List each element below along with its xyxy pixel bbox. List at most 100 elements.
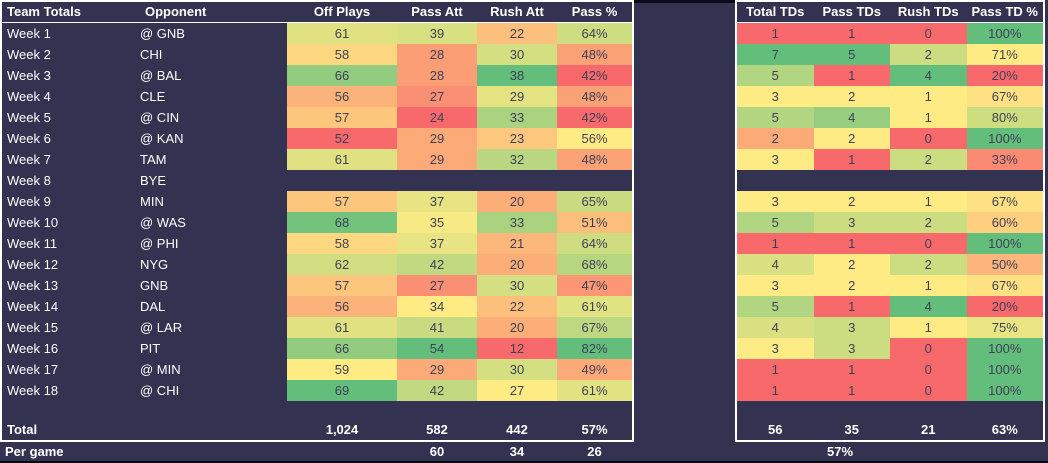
stat-cell[interactable]: 37 — [397, 233, 477, 254]
opponent-cell[interactable]: MIN — [140, 194, 164, 209]
stat-cell[interactable]: 48% — [557, 149, 632, 170]
stat-cell[interactable]: 3 — [813, 317, 890, 338]
column-header-pass-tds[interactable]: Pass TDs — [822, 4, 882, 19]
stat-cell[interactable]: 35 — [397, 212, 477, 233]
stat-cell[interactable]: 67% — [966, 86, 1043, 107]
stat-cell[interactable]: 64% — [557, 23, 632, 44]
stat-cell[interactable]: 21 — [477, 233, 557, 254]
stat-cell[interactable]: 48% — [557, 44, 632, 65]
stat-cell[interactable]: 3 — [737, 191, 814, 212]
stat-cell[interactable]: 69 — [287, 380, 397, 401]
stat-cell[interactable]: 1 — [890, 317, 967, 338]
opponent-cell[interactable]: @ PHI — [140, 236, 179, 251]
column-header-pass-att[interactable]: Pass Att — [411, 4, 463, 19]
stat-cell[interactable]: 68 — [287, 212, 397, 233]
stat-cell[interactable]: 20% — [966, 296, 1043, 317]
stat-cell[interactable]: 2 — [813, 86, 890, 107]
week-label-cell[interactable]: Week 6 — [7, 131, 51, 146]
stat-cell[interactable]: 1 — [813, 296, 890, 317]
stat-cell[interactable]: 50% — [966, 254, 1043, 275]
stat-cell[interactable]: 59 — [287, 359, 397, 380]
stat-cell[interactable]: 67% — [966, 275, 1043, 296]
week-label-cell[interactable]: Week 18 — [7, 383, 59, 398]
stat-cell[interactable]: 2 — [813, 254, 890, 275]
stat-cell[interactable] — [557, 170, 632, 191]
stat-cell[interactable]: 1 — [890, 107, 967, 128]
column-header-off-plays[interactable]: Off Plays — [313, 4, 371, 19]
stat-cell[interactable]: 24 — [397, 107, 477, 128]
per-game-value[interactable]: 60 — [429, 444, 445, 459]
opponent-cell[interactable]: TAM — [140, 152, 167, 167]
stat-cell[interactable]: 56% — [557, 128, 632, 149]
stat-cell[interactable]: 5 — [737, 296, 814, 317]
stat-cell[interactable]: 29 — [477, 86, 557, 107]
stat-cell[interactable]: 5 — [737, 212, 814, 233]
opponent-cell[interactable]: @ KAN — [140, 131, 184, 146]
stat-cell[interactable]: 3 — [737, 149, 814, 170]
opponent-cell[interactable]: CHI — [140, 47, 163, 62]
stat-cell[interactable]: 42% — [557, 107, 632, 128]
stat-cell[interactable]: 33 — [477, 107, 557, 128]
total-value[interactable]: 63% — [991, 422, 1018, 437]
stat-cell[interactable]: 57 — [287, 275, 397, 296]
stat-cell[interactable]: 1 — [813, 23, 890, 44]
opponent-cell[interactable]: @ GNB — [140, 26, 185, 41]
total-value[interactable]: 21 — [921, 422, 936, 437]
stat-cell[interactable]: 30 — [477, 44, 557, 65]
column-header-pass-td[interactable]: Pass TD % — [971, 4, 1038, 19]
stat-cell[interactable]: 80% — [966, 107, 1043, 128]
stat-cell[interactable]: 20 — [477, 317, 557, 338]
stat-cell[interactable]: 5 — [737, 107, 814, 128]
stat-cell[interactable]: 32 — [477, 149, 557, 170]
opponent-cell[interactable]: NYG — [140, 257, 169, 272]
opponent-cell[interactable]: @ CHI — [140, 383, 180, 398]
stat-cell[interactable]: 52 — [287, 128, 397, 149]
stat-cell[interactable]: 2 — [890, 254, 967, 275]
stat-cell[interactable]: 38 — [477, 65, 557, 86]
stat-cell[interactable]: 1 — [737, 380, 814, 401]
stat-cell[interactable]: 57 — [287, 191, 397, 212]
stat-cell[interactable]: 28 — [397, 44, 477, 65]
stat-cell[interactable]: 22 — [477, 23, 557, 44]
stat-cell[interactable]: 22 — [477, 296, 557, 317]
stat-cell[interactable]: 29 — [397, 149, 477, 170]
stat-cell[interactable]: 62 — [287, 254, 397, 275]
stat-cell[interactable]: 4 — [890, 296, 967, 317]
stat-cell[interactable]: 2 — [737, 128, 814, 149]
total-label[interactable]: Total — [7, 422, 38, 437]
stat-cell[interactable]: 82% — [557, 338, 632, 359]
per-game-value[interactable]: 57% — [826, 444, 854, 459]
week-label-cell[interactable]: Week 3 — [7, 68, 51, 83]
stat-cell[interactable] — [477, 170, 557, 191]
stat-cell[interactable]: 1 — [737, 359, 814, 380]
stat-cell[interactable]: 20 — [477, 191, 557, 212]
stat-cell[interactable]: 49% — [557, 359, 632, 380]
stat-cell[interactable]: 61% — [557, 296, 632, 317]
stat-cell[interactable] — [287, 170, 397, 191]
stat-cell[interactable]: 0 — [890, 128, 967, 149]
stat-cell[interactable]: 20% — [966, 65, 1043, 86]
total-value[interactable]: 56 — [768, 422, 783, 437]
stat-cell[interactable]: 1 — [737, 233, 814, 254]
stat-cell[interactable]: 1 — [813, 149, 890, 170]
stat-cell[interactable]: 60% — [966, 212, 1043, 233]
stat-cell[interactable]: 42 — [397, 254, 477, 275]
stat-cell[interactable]: 1 — [737, 23, 814, 44]
stat-cell[interactable]: 39 — [397, 23, 477, 44]
stat-cell[interactable]: 30 — [477, 275, 557, 296]
per-game-value[interactable]: 34 — [509, 444, 525, 459]
stat-cell[interactable]: 3 — [737, 275, 814, 296]
stat-cell[interactable]: 1 — [890, 275, 967, 296]
stat-cell[interactable]: 1 — [813, 359, 890, 380]
stat-cell[interactable]: 3 — [737, 86, 814, 107]
stat-cell[interactable]: 29 — [397, 359, 477, 380]
week-label-cell[interactable]: Week 17 — [7, 362, 59, 377]
stat-cell[interactable]: 100% — [966, 23, 1043, 44]
stat-cell[interactable]: 20 — [477, 254, 557, 275]
stat-cell[interactable]: 0 — [890, 359, 967, 380]
stat-cell[interactable]: 0 — [890, 23, 967, 44]
stat-cell[interactable]: 34 — [397, 296, 477, 317]
stat-cell[interactable]: 47% — [557, 275, 632, 296]
stat-cell[interactable]: 61 — [287, 23, 397, 44]
stat-cell[interactable]: 37 — [397, 191, 477, 212]
